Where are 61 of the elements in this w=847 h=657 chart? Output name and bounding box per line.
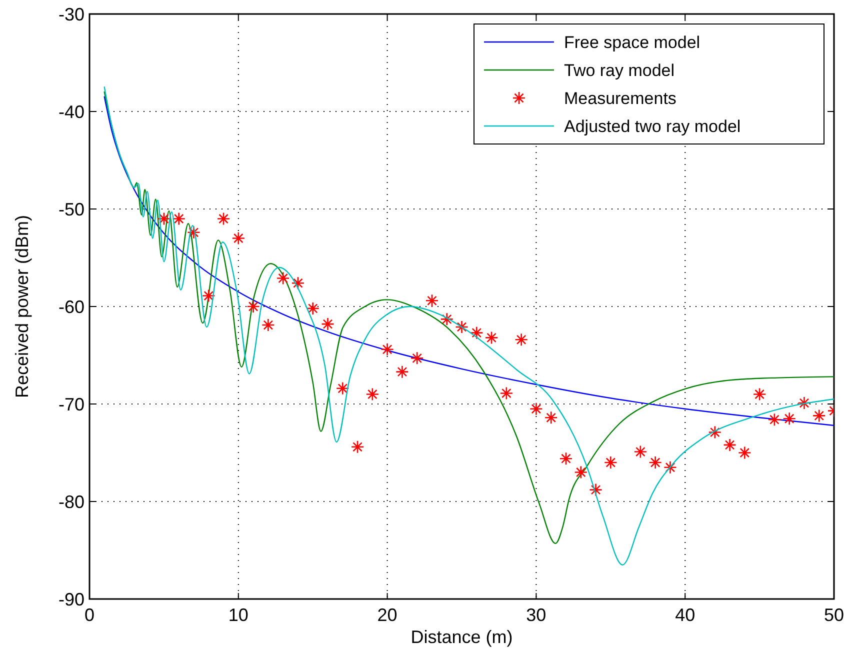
point <box>321 317 334 331</box>
y-axis-title: Received power (dBm) <box>12 214 32 398</box>
point <box>440 312 454 326</box>
point <box>708 426 722 439</box>
point <box>544 411 558 424</box>
y-tick-label: -90 <box>58 589 84 610</box>
point <box>187 226 200 240</box>
x-tick-label: 50 <box>824 605 844 625</box>
point <box>648 456 662 470</box>
x-tick-label: 40 <box>675 605 696 625</box>
point <box>216 212 230 226</box>
x-tick-label: 0 <box>84 605 95 625</box>
x-tick-label: 10 <box>228 605 248 625</box>
legend-label: Adjusted two ray model <box>564 116 741 136</box>
point <box>500 386 514 400</box>
point <box>336 382 350 396</box>
y-tick-label: -70 <box>58 394 84 414</box>
legend-label: Free space model <box>564 32 700 52</box>
legend-label: Measurements <box>564 88 676 108</box>
x-axis-title: Distance (m) <box>410 627 513 647</box>
point <box>306 302 320 316</box>
point <box>664 460 677 474</box>
point <box>366 388 380 401</box>
point <box>262 318 275 332</box>
point <box>574 466 588 479</box>
point <box>514 333 528 346</box>
y-tick-label: -80 <box>58 492 84 512</box>
point <box>589 483 602 496</box>
point <box>410 352 424 365</box>
point <box>232 232 246 245</box>
point <box>768 412 782 426</box>
y-tick-label: -60 <box>58 296 84 317</box>
legend-label: Two ray model <box>564 60 675 80</box>
point <box>246 300 260 314</box>
y-tick-label: -50 <box>58 199 84 220</box>
point <box>484 331 498 344</box>
point <box>157 212 171 226</box>
point <box>530 402 543 416</box>
point <box>812 409 826 422</box>
point <box>470 326 484 340</box>
point <box>752 388 766 401</box>
point <box>350 440 364 454</box>
x-tick-label: 20 <box>377 605 398 625</box>
point <box>396 365 409 378</box>
point <box>738 446 752 460</box>
point <box>172 212 186 226</box>
point <box>559 452 573 466</box>
point <box>798 396 811 410</box>
x-tick-label: 30 <box>526 605 546 625</box>
point <box>425 294 439 308</box>
point <box>604 456 618 470</box>
y-tick-label: -40 <box>58 102 84 122</box>
point <box>276 272 290 285</box>
point <box>455 320 468 334</box>
y-tick-label: -30 <box>58 4 84 24</box>
point <box>782 412 796 426</box>
point <box>634 445 648 458</box>
point <box>202 289 216 302</box>
point <box>291 276 305 290</box>
point <box>723 438 736 452</box>
point <box>380 342 394 356</box>
